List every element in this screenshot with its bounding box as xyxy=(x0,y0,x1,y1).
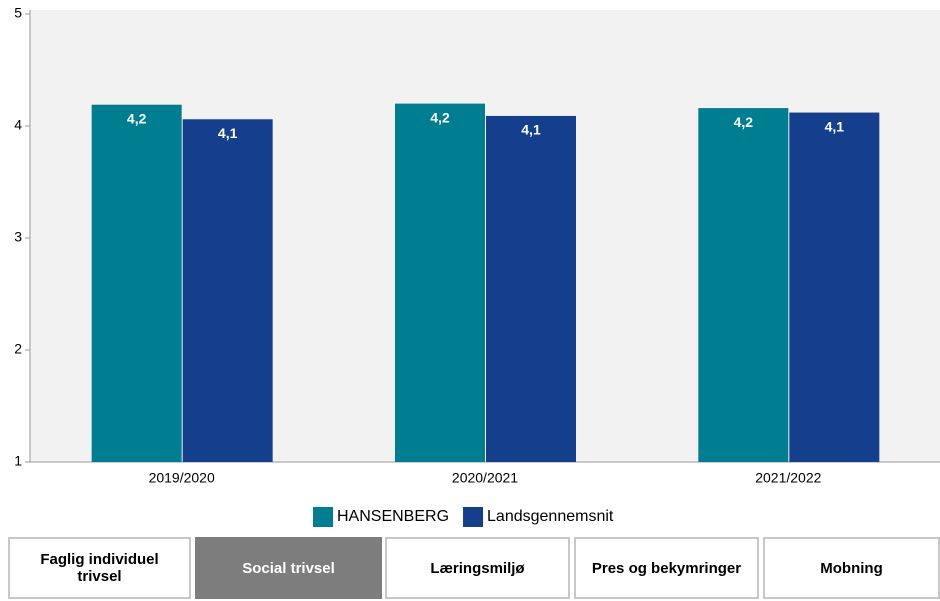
bar xyxy=(789,112,880,462)
bar xyxy=(486,115,576,463)
value-label: 4,2 xyxy=(127,110,147,126)
legend-swatch xyxy=(463,507,484,527)
legend-label: Landsgennemsnit xyxy=(487,508,614,525)
tab-bar: Faglig individuel trivsel Social trivsel L… xyxy=(0,537,940,601)
value-label: 4,1 xyxy=(218,125,238,141)
legend-label: HANSENBERG xyxy=(337,508,449,525)
tab[interactable]: Mobning xyxy=(763,537,940,599)
value-label: 4,2 xyxy=(734,114,754,130)
bar xyxy=(182,119,273,462)
x-tick-label: 2020/2021 xyxy=(452,470,518,486)
y-tick-label: 5 xyxy=(14,5,22,21)
bar xyxy=(395,103,485,462)
chart: 1 2 3 4 5 2019/2020 4,2 4,1 2020/2021 4,2 4,1 2021/… xyxy=(14,5,940,527)
legend-swatch xyxy=(313,507,333,527)
value-label: 4,1 xyxy=(521,122,541,138)
tab[interactable]: Læringsmiljø xyxy=(385,537,570,599)
y-tick-label: 4 xyxy=(14,117,22,133)
y-tick-label: 3 xyxy=(14,229,22,245)
bar xyxy=(91,104,182,462)
bar xyxy=(698,108,789,462)
tab[interactable]: Social trivsel xyxy=(195,537,382,599)
tab[interactable]: Faglig individuel trivsel xyxy=(8,537,191,599)
value-label: 4,2 xyxy=(430,109,450,125)
value-label: 4,1 xyxy=(825,118,845,134)
y-tick-label: 2 xyxy=(14,341,22,357)
x-tick-label: 2021/2022 xyxy=(755,470,821,486)
x-tick-label: 2019/2020 xyxy=(149,470,215,486)
tab[interactable]: Pres og bekymringer xyxy=(574,537,759,599)
y-tick-label: 1 xyxy=(14,453,22,469)
